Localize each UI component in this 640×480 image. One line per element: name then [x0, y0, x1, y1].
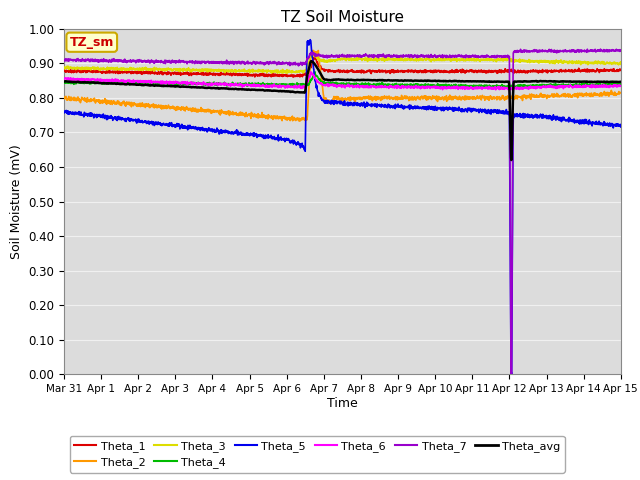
Theta_1 — [602, 67, 609, 73]
Theta_avg — [617, 79, 625, 84]
Theta_7 — [499, 54, 506, 60]
Theta_4 — [488, 85, 495, 91]
Theta_avg — [60, 79, 68, 84]
Theta_2 — [332, 95, 339, 100]
Theta_5 — [307, 37, 314, 43]
Theta_7 — [596, 46, 604, 52]
Theta_2 — [499, 93, 507, 99]
Line: Theta_3: Theta_3 — [64, 54, 621, 73]
Theta_7 — [316, 53, 324, 59]
Theta_1 — [317, 63, 324, 69]
Theta_6 — [331, 83, 339, 89]
Line: Theta_6: Theta_6 — [64, 72, 621, 90]
Theta_3 — [602, 60, 609, 66]
Theta_2 — [309, 48, 317, 53]
Theta_5 — [499, 110, 506, 116]
Theta_avg — [88, 80, 96, 85]
Theta_3 — [332, 57, 339, 63]
Theta_6 — [316, 80, 324, 86]
Line: Theta_2: Theta_2 — [64, 50, 621, 121]
Line: Theta_4: Theta_4 — [64, 72, 621, 88]
Theta_4 — [617, 81, 625, 86]
Theta_avg — [508, 157, 515, 163]
Theta_6 — [509, 87, 516, 93]
Theta_1 — [499, 68, 507, 74]
Theta_7 — [508, 372, 515, 377]
Theta_6 — [88, 76, 96, 82]
Theta_2 — [317, 69, 324, 75]
Theta_7 — [601, 48, 609, 54]
Theta_3 — [88, 65, 96, 71]
Theta_2 — [617, 90, 625, 96]
Theta_3 — [273, 70, 281, 76]
Theta_5 — [88, 112, 96, 118]
Theta_2 — [88, 97, 96, 103]
Theta_3 — [317, 57, 324, 62]
Theta_3 — [601, 61, 609, 67]
Theta_7 — [60, 58, 68, 64]
Theta_4 — [331, 81, 339, 87]
Line: Theta_avg: Theta_avg — [64, 61, 621, 160]
Theta_7 — [331, 53, 339, 59]
Theta_6 — [601, 84, 609, 89]
Theta_6 — [307, 69, 315, 75]
Theta_4 — [88, 80, 96, 85]
Theta_6 — [60, 76, 68, 82]
Theta_1 — [601, 68, 609, 74]
Theta_avg — [316, 70, 324, 76]
Line: Theta_5: Theta_5 — [64, 40, 621, 375]
Theta_6 — [617, 83, 625, 88]
Theta_7 — [617, 48, 625, 54]
Theta_2 — [60, 95, 68, 101]
Title: TZ Soil Moisture: TZ Soil Moisture — [281, 10, 404, 25]
Theta_5 — [60, 109, 68, 115]
Theta_1 — [60, 67, 68, 72]
Text: TZ_sm: TZ_sm — [70, 36, 114, 48]
Theta_4 — [499, 84, 507, 90]
Theta_3 — [617, 59, 625, 65]
Theta_1 — [617, 68, 625, 73]
Theta_7 — [602, 48, 609, 54]
Theta_3 — [499, 57, 507, 62]
Theta_6 — [499, 85, 506, 91]
Theta_7 — [88, 58, 96, 63]
Theta_4 — [316, 77, 324, 83]
Theta_avg — [499, 79, 506, 84]
Legend: Theta_1, Theta_2, Theta_3, Theta_4, Theta_5, Theta_6, Theta_7, Theta_avg: Theta_1, Theta_2, Theta_3, Theta_4, Thet… — [70, 436, 564, 472]
Theta_1 — [289, 74, 297, 80]
X-axis label: Time: Time — [327, 397, 358, 410]
Theta_5 — [601, 120, 609, 125]
Theta_1 — [310, 52, 318, 58]
Line: Theta_1: Theta_1 — [64, 55, 621, 77]
Theta_avg — [307, 58, 315, 64]
Theta_3 — [60, 65, 68, 71]
Theta_5 — [316, 93, 324, 99]
Theta_5 — [617, 124, 625, 130]
Theta_1 — [88, 68, 96, 74]
Theta_2 — [601, 90, 609, 96]
Theta_4 — [602, 82, 609, 87]
Theta_4 — [311, 69, 319, 75]
Theta_5 — [602, 122, 609, 128]
Theta_4 — [60, 80, 68, 86]
Theta_1 — [332, 68, 339, 74]
Theta_avg — [601, 79, 609, 84]
Line: Theta_7: Theta_7 — [64, 49, 621, 374]
Theta_4 — [601, 81, 609, 87]
Theta_avg — [602, 79, 609, 85]
Y-axis label: Soil Moisture (mV): Soil Moisture (mV) — [10, 144, 23, 259]
Theta_5 — [331, 98, 339, 104]
Theta_5 — [508, 372, 515, 378]
Theta_avg — [331, 77, 339, 83]
Theta_3 — [309, 51, 317, 57]
Theta_6 — [602, 83, 609, 89]
Theta_2 — [296, 118, 304, 124]
Theta_2 — [602, 91, 609, 96]
